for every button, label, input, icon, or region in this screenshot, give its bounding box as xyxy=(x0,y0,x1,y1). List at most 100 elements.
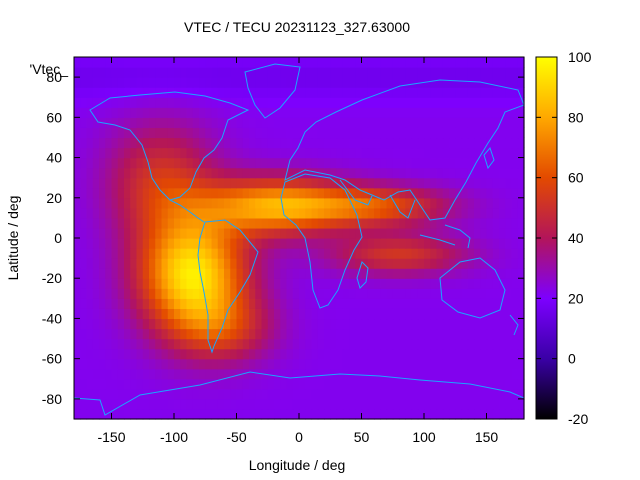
heatmap-cell xyxy=(299,238,306,249)
heatmap-cell xyxy=(486,378,494,390)
heatmap-cell xyxy=(280,348,288,360)
heatmap-cell xyxy=(161,207,169,219)
heatmap-cell xyxy=(467,67,475,78)
heatmap-cell xyxy=(117,187,125,199)
heatmap-cell xyxy=(374,338,381,350)
heatmap-cell xyxy=(386,57,394,68)
heatmap-cell xyxy=(417,278,425,289)
heatmap-cell xyxy=(92,398,100,410)
heatmap-cell xyxy=(480,348,488,360)
heatmap-cell xyxy=(330,248,338,259)
heatmap-cell xyxy=(342,278,350,289)
heatmap-cell xyxy=(255,248,263,259)
heatmap-cell xyxy=(249,258,256,269)
heatmap-cell xyxy=(205,268,213,279)
heatmap-cell xyxy=(199,57,206,68)
heatmap-cell xyxy=(249,388,256,400)
heatmap-cell xyxy=(324,268,331,279)
heatmap-cell xyxy=(392,408,400,420)
heatmap-cell xyxy=(74,227,81,239)
heatmap-cell xyxy=(211,408,219,420)
heatmap-cell xyxy=(224,107,231,118)
heatmap-cell xyxy=(292,197,300,209)
heatmap-cell xyxy=(442,57,450,68)
heatmap-cell xyxy=(317,288,325,299)
heatmap-cell xyxy=(242,328,250,340)
heatmap-cell xyxy=(286,177,294,189)
heatmap-cell xyxy=(511,398,519,410)
heatmap-cell xyxy=(311,67,319,78)
heatmap-cell xyxy=(99,288,106,299)
heatmap-cell xyxy=(292,368,300,380)
heatmap-cell xyxy=(286,87,294,98)
heatmap-cell xyxy=(92,187,100,199)
heatmap-cell xyxy=(461,137,469,149)
heatmap-cell xyxy=(367,318,375,330)
heatmap-cell xyxy=(280,258,288,269)
heatmap-cell xyxy=(355,57,363,68)
heatmap-cell xyxy=(424,97,431,108)
heatmap-cell xyxy=(224,197,231,209)
heatmap-cell xyxy=(392,77,400,88)
heatmap-cell xyxy=(374,127,381,139)
heatmap-cell xyxy=(324,227,331,239)
heatmap-cell xyxy=(317,368,325,380)
heatmap-cell xyxy=(367,288,375,299)
heatmap-cell xyxy=(136,238,144,249)
heatmap-cell xyxy=(236,378,244,390)
heatmap-cell xyxy=(299,358,306,370)
heatmap-cell xyxy=(92,177,100,189)
heatmap-cell xyxy=(305,358,313,370)
heatmap-cell xyxy=(336,268,344,279)
heatmap-cell xyxy=(517,308,525,320)
heatmap-cell xyxy=(436,137,444,149)
heatmap-cell xyxy=(92,67,100,78)
heatmap-cell xyxy=(80,278,88,289)
heatmap-cell xyxy=(436,57,444,68)
heatmap-cell xyxy=(274,207,281,219)
heatmap-cell xyxy=(492,378,500,390)
heatmap-cell xyxy=(480,107,488,118)
heatmap-cell xyxy=(292,207,300,219)
heatmap-cell xyxy=(349,207,356,219)
heatmap-cell xyxy=(230,227,238,239)
heatmap-cell xyxy=(136,288,144,299)
heatmap-cell xyxy=(311,258,319,269)
heatmap-cell xyxy=(167,408,175,420)
heatmap-cell xyxy=(111,238,119,249)
heatmap-cell xyxy=(486,348,494,360)
heatmap-cell xyxy=(430,268,438,279)
heatmap-cell xyxy=(130,67,138,78)
heatmap-cell xyxy=(517,197,525,209)
heatmap-cell xyxy=(424,308,431,320)
heatmap-cell xyxy=(374,368,381,380)
heatmap-cell xyxy=(124,207,131,219)
heatmap-cell xyxy=(224,348,231,360)
heatmap-cell xyxy=(411,348,419,360)
heatmap-cell xyxy=(424,378,431,390)
heatmap-cell xyxy=(486,288,494,299)
heatmap-cell xyxy=(392,207,400,219)
heatmap-cell xyxy=(217,227,225,239)
heatmap-cell xyxy=(292,127,300,139)
heatmap-cell xyxy=(236,177,244,189)
heatmap-cell xyxy=(92,298,100,309)
heatmap-cell xyxy=(292,258,300,269)
heatmap-cell xyxy=(455,368,463,380)
heatmap-cell xyxy=(124,398,131,410)
heatmap-cell xyxy=(480,177,488,189)
heatmap-cell xyxy=(249,87,256,98)
heatmap-cell xyxy=(136,368,144,380)
heatmap-cell xyxy=(349,87,356,98)
heatmap-cell xyxy=(467,268,475,279)
heatmap-cell xyxy=(467,388,475,400)
heatmap-cell xyxy=(449,107,456,118)
heatmap-cell xyxy=(299,318,306,330)
heatmap-cell xyxy=(299,137,306,149)
heatmap-cell xyxy=(449,127,456,139)
heatmap-cell xyxy=(336,378,344,390)
heatmap-cell xyxy=(499,147,506,159)
colorbar-tick-label: 40 xyxy=(568,230,584,246)
heatmap-cell xyxy=(80,67,88,78)
heatmap-cell xyxy=(355,117,363,128)
